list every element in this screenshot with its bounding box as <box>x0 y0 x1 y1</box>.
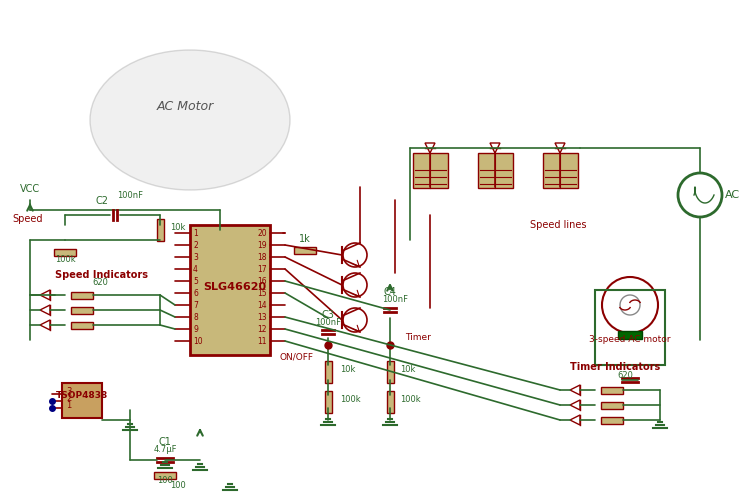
Bar <box>542 152 578 188</box>
Text: TSOP4838: TSOP4838 <box>56 391 108 400</box>
Text: 18: 18 <box>257 252 267 262</box>
Text: Speed lines: Speed lines <box>530 220 586 230</box>
Text: 10k: 10k <box>400 365 416 374</box>
Text: C4: C4 <box>383 287 397 297</box>
Text: 19: 19 <box>257 240 267 250</box>
Text: 15: 15 <box>257 288 267 298</box>
Text: 3-speed AC motor: 3-speed AC motor <box>590 335 670 344</box>
Text: 100: 100 <box>158 476 172 485</box>
Bar <box>71 292 93 298</box>
Text: C3: C3 <box>322 310 334 320</box>
Bar <box>601 416 623 424</box>
Text: 7: 7 <box>193 300 198 310</box>
Bar <box>413 152 448 188</box>
Text: 3: 3 <box>66 387 71 396</box>
Bar <box>71 322 93 328</box>
Ellipse shape <box>90 50 290 190</box>
Bar <box>601 402 623 408</box>
Text: 17: 17 <box>257 264 267 274</box>
Text: C2: C2 <box>95 196 109 206</box>
Bar <box>62 383 102 418</box>
Bar <box>154 472 176 478</box>
Text: 620: 620 <box>92 278 108 287</box>
Bar <box>54 248 76 256</box>
Text: 100: 100 <box>170 481 186 490</box>
Text: ON/OFF: ON/OFF <box>279 353 313 362</box>
Text: 1: 1 <box>66 401 71 410</box>
Text: 11: 11 <box>257 336 267 345</box>
Text: 10k: 10k <box>340 365 356 374</box>
Text: 4.7µF: 4.7µF <box>153 445 177 454</box>
Bar <box>325 391 332 413</box>
Text: 13: 13 <box>257 312 267 322</box>
Text: 100k: 100k <box>55 255 75 264</box>
Bar <box>601 386 623 394</box>
Text: AC Motor: AC Motor <box>156 100 214 113</box>
Bar <box>71 306 93 314</box>
Text: 4: 4 <box>193 264 198 274</box>
Text: 1k: 1k <box>299 234 310 244</box>
Bar <box>618 331 642 339</box>
Text: 2: 2 <box>193 240 198 250</box>
Text: 8: 8 <box>193 312 198 322</box>
Bar <box>595 290 665 365</box>
Text: AC: AC <box>725 190 740 200</box>
Text: Speed Indicators: Speed Indicators <box>55 270 148 280</box>
Bar <box>478 152 512 188</box>
Text: 10: 10 <box>193 336 202 345</box>
Bar <box>157 219 164 241</box>
Text: SLG46620: SLG46620 <box>203 282 266 292</box>
Text: 2: 2 <box>66 394 71 403</box>
Text: 12: 12 <box>257 324 267 334</box>
Text: Speed: Speed <box>12 214 43 224</box>
Text: 9: 9 <box>193 324 198 334</box>
Text: Timer: Timer <box>405 333 430 342</box>
Bar <box>190 225 270 355</box>
Text: 5: 5 <box>193 276 198 285</box>
Bar <box>325 361 332 383</box>
Bar <box>386 391 394 413</box>
Text: C1: C1 <box>158 437 172 447</box>
Text: 6: 6 <box>193 288 198 298</box>
Text: VCC: VCC <box>20 184 40 194</box>
Text: 14: 14 <box>257 300 267 310</box>
Text: 1: 1 <box>193 228 198 237</box>
Text: 100k: 100k <box>340 395 361 404</box>
Bar <box>386 361 394 383</box>
Text: 20: 20 <box>257 228 267 237</box>
Text: 100k: 100k <box>400 395 421 404</box>
Text: 100nF: 100nF <box>117 191 143 200</box>
Text: 16: 16 <box>257 276 267 285</box>
Text: 620: 620 <box>617 371 633 380</box>
Bar <box>294 246 316 254</box>
Text: 3: 3 <box>193 252 198 262</box>
Text: Timer Indicators: Timer Indicators <box>570 362 660 372</box>
Text: 100nF: 100nF <box>315 318 341 327</box>
Text: 10k: 10k <box>170 223 185 232</box>
Text: 100nF: 100nF <box>382 295 408 304</box>
